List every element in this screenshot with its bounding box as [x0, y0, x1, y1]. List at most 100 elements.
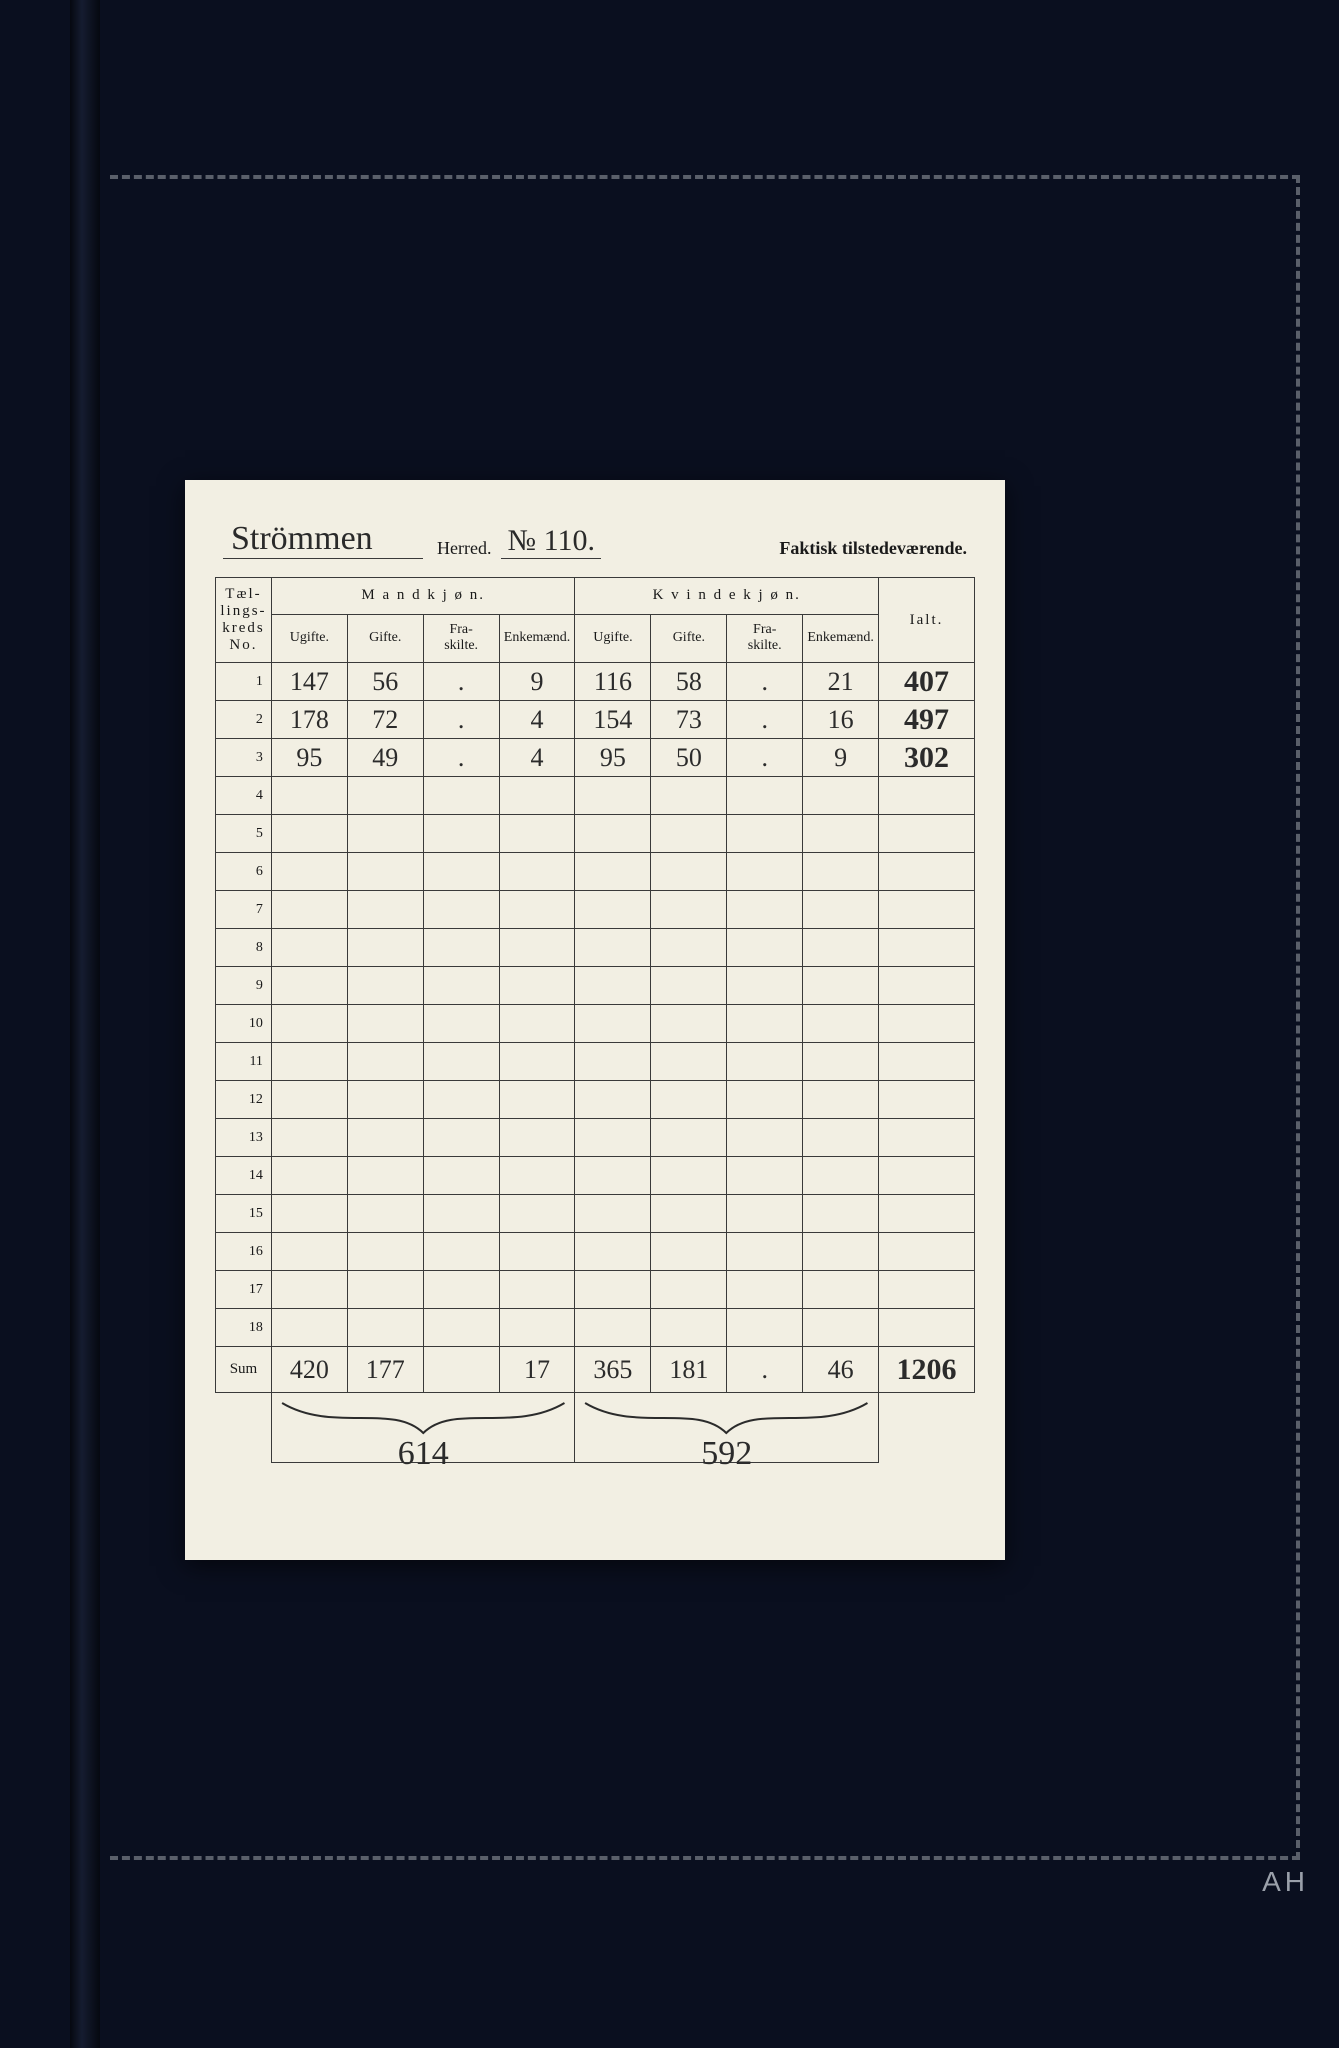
sum-k-gifte: 181 — [651, 1347, 727, 1393]
cell-m_fraskilte — [423, 1043, 499, 1081]
cell-k_gifte — [651, 1119, 727, 1157]
cell-m_fraskilte: . — [423, 701, 499, 739]
cell-k_ugifte — [575, 1081, 651, 1119]
cell-m_fraskilte — [423, 815, 499, 853]
cell-k_gifte — [651, 1043, 727, 1081]
cell-m_ugifte — [271, 1157, 347, 1195]
cell-m_enk: 9 — [499, 663, 575, 701]
cell-k_fraskilte — [727, 1309, 803, 1347]
col-head-k-gifte: Gifte. — [651, 614, 727, 662]
cell-k_gifte — [651, 1157, 727, 1195]
cell-k_ugifte — [575, 891, 651, 929]
cell-m_ugifte — [271, 853, 347, 891]
cell-k_gifte — [651, 1271, 727, 1309]
cell-k_enk — [803, 967, 879, 1005]
cell-m_ugifte: 178 — [271, 701, 347, 739]
col-group-kvindekjon: K v i n d e k j ø n. — [575, 578, 879, 615]
cell-m_fraskilte — [423, 853, 499, 891]
cell-m_enk — [499, 929, 575, 967]
cell-ialt — [879, 1195, 975, 1233]
cell-m_ugifte — [271, 967, 347, 1005]
cell-m_enk — [499, 1233, 575, 1271]
cell-k_fraskilte: . — [727, 701, 803, 739]
cell-k_gifte: 73 — [651, 701, 727, 739]
cell-m_fraskilte: . — [423, 739, 499, 777]
table-row: 16 — [216, 1233, 975, 1271]
cell-m_gifte — [347, 777, 423, 815]
cell-ialt — [879, 1157, 975, 1195]
cell-m_ugifte — [271, 1081, 347, 1119]
cell-ialt — [879, 1271, 975, 1309]
cell-m_ugifte — [271, 1005, 347, 1043]
cell-k_ugifte — [575, 967, 651, 1005]
herred-number: № 110. — [501, 524, 601, 559]
cell-m_ugifte — [271, 891, 347, 929]
cell-m_gifte — [347, 967, 423, 1005]
row-number: 11 — [216, 1043, 272, 1081]
row-number: 13 — [216, 1119, 272, 1157]
col-head-ialt: Ialt. — [879, 578, 975, 663]
cell-ialt: 302 — [879, 739, 975, 777]
sum-k-ugifte: 365 — [575, 1347, 651, 1393]
cell-m_fraskilte — [423, 1119, 499, 1157]
cell-m_fraskilte — [423, 1195, 499, 1233]
row-number: 14 — [216, 1157, 272, 1195]
cell-m_gifte: 56 — [347, 663, 423, 701]
cell-m_gifte: 49 — [347, 739, 423, 777]
cell-k_gifte — [651, 853, 727, 891]
cell-k_gifte — [651, 1081, 727, 1119]
cell-k_gifte — [651, 967, 727, 1005]
census-form-paper: Strömmen Herred. № 110. Faktisk tilstede… — [185, 480, 1005, 1560]
cell-ialt — [879, 891, 975, 929]
col-group-mandkjon: M a n d k j ø n. — [271, 578, 575, 615]
cell-m_fraskilte — [423, 1005, 499, 1043]
cell-m_enk — [499, 891, 575, 929]
subtotal-m: 614 — [272, 1435, 575, 1473]
cell-m_enk — [499, 1157, 575, 1195]
cell-ialt — [879, 777, 975, 815]
cell-ialt: 407 — [879, 663, 975, 701]
cell-m_ugifte — [271, 1309, 347, 1347]
col-head-k-ugifte: Ugifte. — [575, 614, 651, 662]
row-number: 4 — [216, 777, 272, 815]
cell-k_fraskilte — [727, 929, 803, 967]
cell-k_enk — [803, 853, 879, 891]
cell-k_fraskilte — [727, 1233, 803, 1271]
cell-ialt — [879, 1119, 975, 1157]
row-number: 1 — [216, 663, 272, 701]
cell-ialt — [879, 853, 975, 891]
col-head-m-gifte: Gifte. — [347, 614, 423, 662]
cell-m_ugifte: 147 — [271, 663, 347, 701]
cell-m_fraskilte — [423, 891, 499, 929]
row-number: 10 — [216, 1005, 272, 1043]
table-footer: Sum 420 177 17 365 181 . 46 1206 614 — [216, 1347, 975, 1463]
row-number: 6 — [216, 853, 272, 891]
subtotal-k-cell: 592 — [575, 1393, 879, 1463]
cell-k_fraskilte — [727, 1271, 803, 1309]
cell-m_ugifte: 95 — [271, 739, 347, 777]
cell-ialt — [879, 967, 975, 1005]
cell-m_fraskilte — [423, 1157, 499, 1195]
cell-ialt — [879, 815, 975, 853]
cell-m_enk — [499, 853, 575, 891]
cell-k_enk — [803, 891, 879, 929]
cell-m_gifte — [347, 1043, 423, 1081]
cell-k_ugifte: 116 — [575, 663, 651, 701]
sum-m-ugifte: 420 — [271, 1347, 347, 1393]
cell-m_gifte — [347, 1119, 423, 1157]
cell-k_enk — [803, 1271, 879, 1309]
col-head-no: Tæl- lings- kreds No. — [216, 578, 272, 663]
cell-k_ugifte — [575, 1157, 651, 1195]
cell-m_gifte — [347, 891, 423, 929]
cell-m_ugifte — [271, 815, 347, 853]
table-row: 17 — [216, 1271, 975, 1309]
cell-ialt — [879, 1005, 975, 1043]
cell-k_gifte — [651, 929, 727, 967]
table-row: 4 — [216, 777, 975, 815]
cell-m_fraskilte — [423, 1309, 499, 1347]
sum-m-gifte: 177 — [347, 1347, 423, 1393]
cell-m_ugifte — [271, 777, 347, 815]
col-head-m-ugifte: Ugifte. — [271, 614, 347, 662]
row-number: 17 — [216, 1271, 272, 1309]
faktisk-label: Faktisk tilstedeværende. — [779, 538, 967, 559]
